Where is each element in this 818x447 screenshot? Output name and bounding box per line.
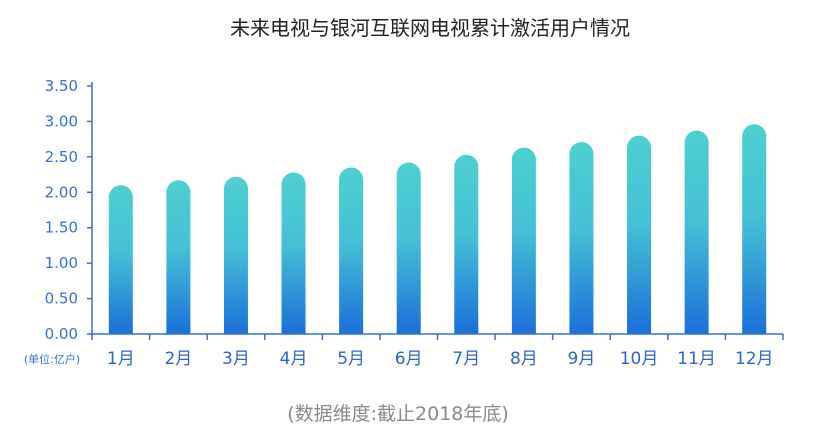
footnote: (数据维度:截止2018年底) bbox=[287, 403, 509, 425]
y-tick-label: 1.00 bbox=[45, 254, 78, 272]
x-tick-label: 2月 bbox=[164, 349, 192, 369]
bar-11月 bbox=[684, 130, 709, 334]
y-axis: 0.00 0.50 1.00 1.50 2.00 2.50 3.00 3.50 bbox=[45, 77, 93, 343]
bar-12月 bbox=[742, 124, 767, 334]
x-tick-label: 11月 bbox=[677, 349, 716, 369]
unit-label: (单位:亿户) bbox=[24, 352, 80, 366]
x-tick-label: 7月 bbox=[452, 349, 480, 369]
x-tick-label: 1月 bbox=[107, 349, 135, 369]
x-tick-label: 5月 bbox=[337, 349, 365, 369]
bar-3月 bbox=[223, 176, 248, 334]
y-tick-label: 1.50 bbox=[45, 219, 78, 237]
x-tick-label: 10月 bbox=[620, 349, 659, 369]
y-tick-label: 3.50 bbox=[45, 77, 78, 95]
y-tick-label: 0.00 bbox=[45, 325, 78, 343]
bar-6月 bbox=[396, 162, 421, 334]
chart-title: 未来电视与银河互联网电视累计激活用户情况 bbox=[230, 16, 630, 40]
bar-1月 bbox=[108, 185, 133, 334]
y-tick-label: 2.50 bbox=[45, 148, 78, 166]
bars bbox=[108, 124, 767, 334]
bar-7月 bbox=[454, 154, 479, 334]
y-tick-label: 2.00 bbox=[45, 183, 78, 201]
x-axis: 1月 2月 3月 4月 5月 6月 7月 8月 9月 10月 11月 12月 bbox=[91, 333, 784, 369]
x-tick-label: 9月 bbox=[568, 349, 596, 369]
x-tick-label: 12月 bbox=[735, 349, 774, 369]
bar-2月 bbox=[166, 180, 191, 334]
y-tick-label: 0.50 bbox=[45, 290, 78, 308]
bar-5月 bbox=[339, 167, 364, 334]
x-tick-label: 3月 bbox=[222, 349, 250, 369]
x-tick-label: 6月 bbox=[395, 349, 423, 369]
bar-4月 bbox=[281, 172, 306, 334]
y-tick-label: 3.00 bbox=[45, 112, 78, 130]
x-tick-label: 8月 bbox=[510, 349, 538, 369]
x-tick-label: 4月 bbox=[280, 349, 308, 369]
bar-9月 bbox=[569, 141, 594, 334]
bar-10月 bbox=[627, 135, 652, 334]
bar-8月 bbox=[511, 147, 536, 334]
